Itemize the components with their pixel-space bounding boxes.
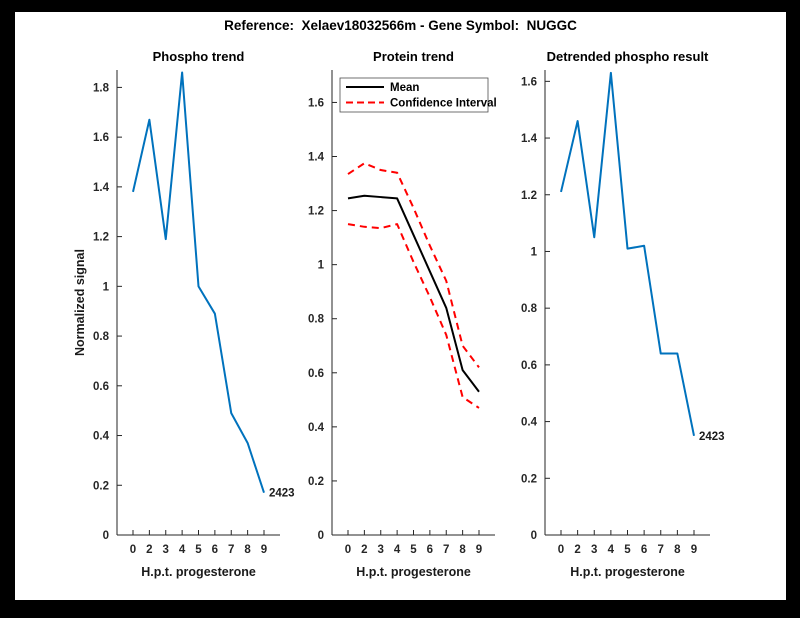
series-line — [132, 71, 265, 494]
x-tick-label: 2 — [574, 544, 580, 556]
y-tick-label: 1.4 — [521, 133, 538, 145]
y-tick-label: 0.2 — [521, 473, 537, 485]
series-line — [347, 194, 480, 393]
series-line — [560, 71, 695, 436]
x-tick-label: 0 — [345, 544, 351, 556]
y-tick-label: 1.6 — [308, 97, 324, 109]
x-tick-label: 0 — [130, 544, 136, 556]
y-tick-label: 1 — [531, 246, 538, 258]
y-tick-label: 0.6 — [93, 381, 109, 393]
y-tick-label: 0.2 — [93, 480, 109, 492]
x-tick-label: 7 — [228, 544, 234, 556]
endpoint-annotation: 2423 — [269, 488, 295, 500]
subplot-title: Detrended phospho result — [547, 49, 709, 64]
x-tick-label: 9 — [476, 544, 482, 556]
x-tick-label: 5 — [624, 544, 631, 556]
y-tick-label: 1.6 — [521, 76, 537, 88]
x-axis-label: H.p.t. progesterone — [141, 565, 256, 579]
subplot-title: Phospho trend — [153, 49, 245, 64]
endpoint-annotation: 2423 — [699, 431, 725, 443]
x-tick-label: 7 — [443, 544, 449, 556]
y-tick-label: 1.2 — [521, 190, 537, 202]
x-tick-label: 4 — [394, 544, 401, 556]
x-tick-label: 9 — [691, 544, 697, 556]
y-tick-label: 1.6 — [93, 132, 109, 144]
y-tick-label: 0 — [103, 530, 109, 542]
subplot-title: Protein trend — [373, 49, 454, 64]
x-tick-label: 5 — [195, 544, 202, 556]
y-tick-label: 0.4 — [308, 422, 325, 434]
y-tick-label: 0.8 — [308, 314, 325, 326]
series-line — [347, 162, 480, 368]
y-tick-label: 1 — [318, 260, 325, 272]
figure-title: Reference: Xelaev18032566m - Gene Symbol… — [224, 18, 577, 33]
x-tick-label: 2 — [361, 544, 367, 556]
y-tick-label: 0.2 — [308, 476, 324, 488]
y-tick-label: 0.8 — [521, 303, 538, 315]
legend-box — [339, 77, 489, 113]
x-tick-label: 8 — [674, 544, 681, 556]
x-tick-label: 6 — [212, 544, 218, 556]
y-tick-label: 1.8 — [93, 82, 110, 94]
x-axis-label: H.p.t. progesterone — [356, 565, 471, 579]
x-tick-label: 6 — [641, 544, 647, 556]
y-axis-label: Normalized signal — [73, 249, 87, 356]
y-tick-label: 0 — [318, 530, 324, 542]
y-tick-label: 1.4 — [308, 152, 325, 164]
y-tick-label: 1.2 — [308, 206, 324, 218]
x-axis-label: H.p.t. progesterone — [570, 565, 685, 579]
y-tick-label: 1.2 — [93, 232, 109, 244]
x-tick-label: 8 — [244, 544, 251, 556]
x-tick-label: 3 — [163, 544, 169, 556]
x-tick-label: 5 — [410, 544, 417, 556]
x-tick-label: 2 — [146, 544, 152, 556]
legend-label: Mean — [390, 82, 419, 94]
y-tick-label: 0.8 — [93, 331, 110, 343]
y-tick-label: 1 — [103, 281, 110, 293]
x-tick-label: 4 — [179, 544, 186, 556]
x-tick-label: 8 — [459, 544, 466, 556]
y-tick-label: 1.4 — [93, 182, 110, 194]
x-tick-label: 3 — [378, 544, 384, 556]
x-tick-label: 3 — [591, 544, 597, 556]
x-tick-label: 0 — [558, 544, 564, 556]
y-tick-label: 0.6 — [521, 360, 537, 372]
x-tick-label: 7 — [658, 544, 664, 556]
y-tick-label: 0.4 — [521, 417, 538, 429]
y-tick-label: 0 — [531, 530, 537, 542]
legend-label: Confidence Interval — [390, 98, 497, 110]
x-tick-label: 6 — [427, 544, 433, 556]
y-tick-label: 0.6 — [308, 368, 324, 380]
x-tick-label: 4 — [608, 544, 615, 556]
y-tick-label: 0.4 — [93, 431, 110, 443]
x-tick-label: 9 — [261, 544, 267, 556]
series-line — [347, 223, 480, 409]
